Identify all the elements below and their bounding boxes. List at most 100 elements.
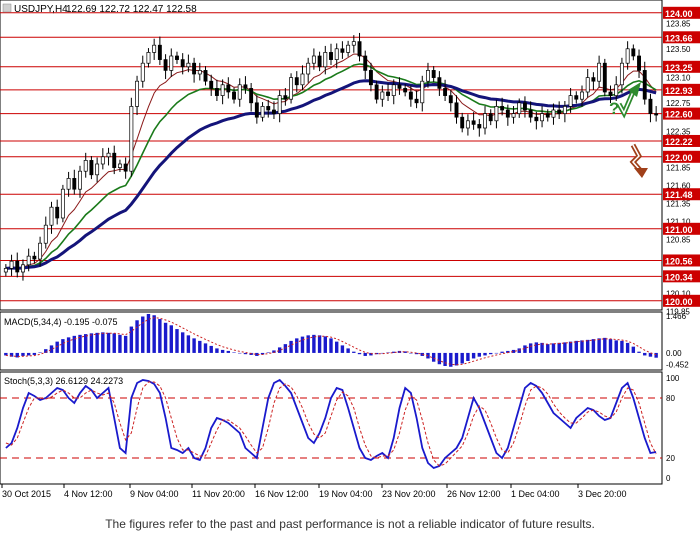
- time-tick-label: 19 Nov 04:00: [319, 489, 373, 499]
- candle-body: [619, 62, 624, 86]
- macd-bar: [357, 352, 362, 355]
- time-tick-label: 16 Nov 12:00: [255, 489, 309, 499]
- macd-bar: [112, 333, 116, 353]
- level-label-bg: [663, 134, 700, 147]
- macd-bar: [180, 332, 185, 353]
- macd-bar: [226, 350, 231, 353]
- macd-bar: [580, 340, 584, 353]
- candle-body: [437, 77, 442, 89]
- price-tick-label: 122.35: [666, 128, 691, 137]
- level-label-bg: [663, 270, 700, 283]
- macd-bar: [32, 352, 37, 355]
- macd-bar: [203, 343, 208, 353]
- macd-bar: [238, 352, 242, 354]
- macd-bar: [614, 340, 618, 353]
- level-label-bg: [663, 150, 700, 163]
- macd-bar: [101, 332, 105, 353]
- macd-bar: [106, 332, 111, 353]
- macd-bar: [312, 334, 316, 353]
- macd-bar: [129, 326, 134, 353]
- macd-bar: [643, 352, 647, 356]
- stoch-axis: 100 80 20 0: [666, 374, 680, 483]
- candle-body: [397, 84, 402, 89]
- level-label: 121.00: [665, 225, 693, 235]
- candle-body: [283, 95, 288, 100]
- macd-bar: [78, 334, 82, 353]
- candle-body: [272, 109, 276, 114]
- macd-bar: [369, 352, 373, 356]
- candle-body: [106, 152, 111, 158]
- macd-bar: [346, 348, 350, 353]
- macd-bar: [637, 351, 641, 353]
- price-tick-label: 120.10: [666, 290, 691, 299]
- macd-bar: [414, 352, 419, 355]
- candle-body: [214, 88, 219, 96]
- macd-bar: [232, 352, 236, 353]
- level-label: 121.48: [665, 190, 693, 200]
- macd-bar: [546, 344, 550, 353]
- candle-body: [517, 102, 522, 114]
- macd-bar: [574, 340, 578, 353]
- candle-body: [317, 55, 322, 68]
- candle-body: [386, 91, 390, 96]
- macd-bar: [123, 335, 128, 353]
- macd-bar: [477, 352, 482, 357]
- macd-bar: [528, 343, 533, 353]
- candle-body: [585, 77, 590, 93]
- macd-bar: [534, 342, 539, 353]
- macd-bar: [49, 345, 54, 353]
- level-label: 120.34: [665, 272, 693, 282]
- level-label: 122.93: [665, 86, 693, 96]
- candle-body: [557, 109, 562, 114]
- candle-body: [329, 52, 333, 60]
- macd-bar: [329, 338, 333, 353]
- candle-body: [169, 55, 174, 71]
- candle-body: [306, 62, 311, 75]
- macd-bar: [317, 335, 322, 353]
- level-label-bg: [663, 31, 700, 44]
- candle-body: [237, 84, 242, 100]
- macd-bar: [340, 345, 345, 353]
- support-resistance-levels: [0, 12, 662, 302]
- macd-bar: [511, 349, 516, 353]
- bullish-arrow-icon: ?: [609, 82, 641, 119]
- macd-bar: [21, 352, 25, 356]
- level-label: 122.22: [665, 137, 693, 147]
- candle-body: [157, 44, 162, 60]
- candle-body: [602, 62, 607, 93]
- macd-bar: [89, 333, 94, 353]
- candle-body: [625, 48, 630, 64]
- candle-body: [38, 242, 43, 260]
- candle-body: [591, 77, 596, 82]
- level-label-bg: [663, 107, 700, 120]
- level-label-bg: [663, 254, 700, 267]
- macd-bar: [483, 352, 487, 356]
- candle-body: [448, 95, 453, 104]
- candle-body: [528, 109, 533, 118]
- candle-body: [197, 70, 202, 75]
- time-tick-label: 11 Nov 20:00: [192, 489, 245, 499]
- candle-body: [488, 113, 493, 122]
- macd-bar: [460, 352, 464, 364]
- bearish-arrow-icon: [629, 143, 648, 178]
- candle-body: [95, 163, 100, 176]
- macd-bar: [163, 322, 168, 353]
- macd-bar: [500, 351, 504, 353]
- candle-body: [505, 109, 510, 118]
- macd-bar: [443, 352, 447, 366]
- macd-bar: [283, 344, 288, 353]
- macd-bar: [272, 350, 276, 353]
- macd-bar: [431, 352, 436, 362]
- macd-bar: [631, 346, 636, 353]
- candle-body: [368, 70, 373, 86]
- time-tick-label: 1 Dec 04:00: [511, 489, 560, 499]
- candle-body: [72, 178, 77, 190]
- macd-bar: [608, 339, 613, 353]
- candle-body: [89, 160, 94, 176]
- candle-body: [243, 84, 248, 89]
- level-labels: 124.00123.66123.25122.93122.60122.22122.…: [663, 6, 700, 307]
- candle-body: [26, 255, 31, 266]
- candle-body: [135, 80, 140, 107]
- stoch-tick-label: 100: [666, 374, 680, 383]
- candle-body: [346, 44, 351, 53]
